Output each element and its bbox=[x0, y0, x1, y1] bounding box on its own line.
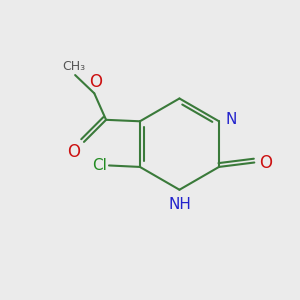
Text: N: N bbox=[225, 112, 237, 127]
Text: NH: NH bbox=[168, 197, 191, 212]
Text: Cl: Cl bbox=[92, 158, 106, 173]
Text: O: O bbox=[68, 143, 80, 161]
Text: CH₃: CH₃ bbox=[62, 60, 85, 73]
Text: O: O bbox=[260, 154, 273, 172]
Text: O: O bbox=[89, 73, 102, 91]
